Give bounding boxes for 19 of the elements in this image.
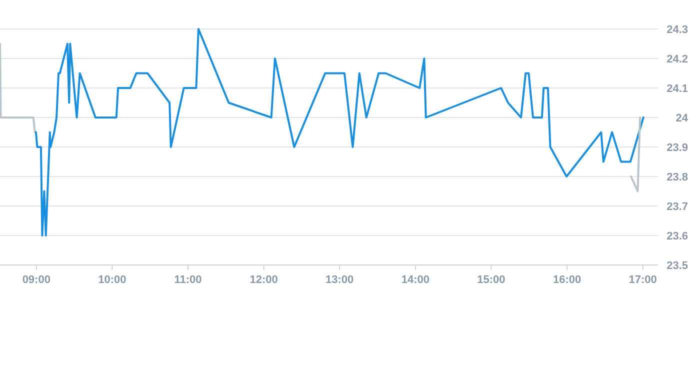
y-tick-label: 23.8 [666,172,688,184]
x-tick-label: 13:00 [326,274,354,286]
y-tick-label: 24 [676,112,689,124]
y-tick-label: 23.6 [666,230,688,242]
y-tick-label: 24.3 [666,24,688,36]
x-tick-label: 16:00 [552,274,582,286]
line-series [34,28,644,236]
x-tick-label: 11:00 [174,274,202,286]
x-tick-label: 15:00 [477,274,506,286]
x-tick-label: 12:00 [250,274,278,286]
x-tick-label: 10:00 [98,274,126,286]
y-tick-label: 23.7 [666,201,688,213]
y-tick-label: 23.9 [666,142,688,154]
y-tick-label: 24.1 [666,83,688,95]
x-tick-label: 14:00 [401,274,430,286]
x-tick-label: 17:00 [628,274,657,286]
y-tick-label: 24.2 [666,54,688,66]
x-tick-label: 09:00 [22,274,50,286]
y-tick-label: 23.5 [666,260,688,272]
